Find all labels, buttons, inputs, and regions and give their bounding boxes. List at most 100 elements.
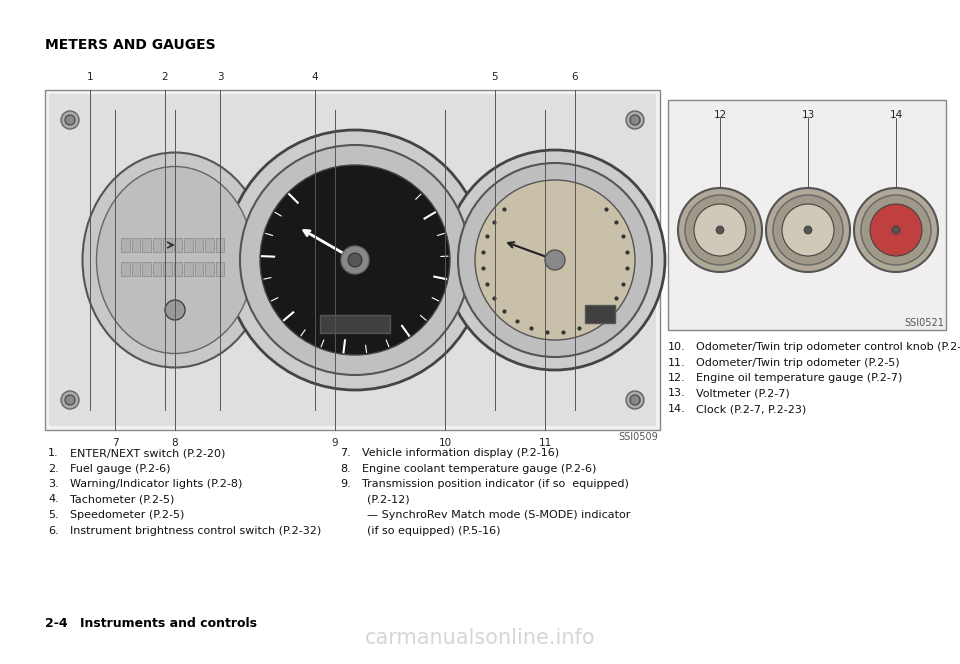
Circle shape [626,391,644,409]
Circle shape [685,195,755,265]
Text: 5: 5 [492,72,498,82]
Ellipse shape [225,130,485,390]
Bar [153,238,161,252]
Bar [163,238,172,252]
Circle shape [61,111,79,129]
Text: (if so equipped) (P.5-16): (if so equipped) (P.5-16) [367,525,500,535]
Text: carmanualsonline.info: carmanualsonline.info [365,628,595,648]
Text: 2: 2 [161,72,168,82]
Text: Engine oil temperature gauge (P.2-7): Engine oil temperature gauge (P.2-7) [696,373,902,383]
Bar [132,262,140,276]
Circle shape [630,115,640,125]
Ellipse shape [83,153,268,367]
Bar [132,238,140,252]
Text: 3: 3 [217,72,224,82]
Text: 1.: 1. [48,448,59,458]
Circle shape [626,111,644,129]
Ellipse shape [240,145,470,375]
Text: 10.: 10. [668,342,685,352]
Text: Instruments and controls: Instruments and controls [80,617,257,630]
Text: 9: 9 [332,438,338,448]
Bar [215,262,224,276]
Bar [121,238,130,252]
Text: Instrument brightness control switch (P.2-32): Instrument brightness control switch (P.… [70,525,322,535]
Text: 8.: 8. [340,463,350,473]
Text: 4.: 4. [48,495,59,505]
Bar [153,262,161,276]
Circle shape [870,204,922,256]
Text: 12.: 12. [668,373,685,383]
Circle shape [65,395,75,405]
Text: 11.: 11. [668,357,685,367]
Bar [184,262,193,276]
Bar [184,238,193,252]
Text: 13: 13 [802,110,815,120]
Circle shape [165,300,185,320]
Bar [668,100,946,330]
Circle shape [694,204,746,256]
Circle shape [782,204,834,256]
Circle shape [545,250,565,270]
Bar [174,262,182,276]
Circle shape [773,195,843,265]
Text: — SynchroRev Match mode (S-MODE) indicator: — SynchroRev Match mode (S-MODE) indicat… [367,510,631,520]
Ellipse shape [475,180,635,340]
Text: Clock (P.2-7, P.2-23): Clock (P.2-7, P.2-23) [696,404,806,414]
Ellipse shape [445,150,665,370]
Bar [142,238,151,252]
Bar [205,262,213,276]
Text: METERS AND GAUGES: METERS AND GAUGES [45,38,216,52]
Text: 14.: 14. [668,404,685,414]
Text: 6: 6 [572,72,578,82]
Bar [195,262,203,276]
Text: 2-4: 2-4 [45,617,67,630]
Bar [320,315,390,333]
Text: Voltmeter (P.2-7): Voltmeter (P.2-7) [696,388,790,398]
Circle shape [861,195,931,265]
Text: ENTER/NEXT switch (P.2-20): ENTER/NEXT switch (P.2-20) [70,448,226,458]
Text: Tachometer (P.2-5): Tachometer (P.2-5) [70,495,175,505]
Text: 8: 8 [172,438,179,448]
Circle shape [65,115,75,125]
Circle shape [61,391,79,409]
Bar [215,238,224,252]
Text: 13.: 13. [668,388,685,398]
Text: Engine coolant temperature gauge (P.2-6): Engine coolant temperature gauge (P.2-6) [362,463,596,473]
Text: 12: 12 [713,110,727,120]
Bar [45,90,660,430]
Text: 5.: 5. [48,510,59,520]
Text: Warning/Indicator lights (P.2-8): Warning/Indicator lights (P.2-8) [70,479,242,489]
Bar [195,238,203,252]
Circle shape [630,395,640,405]
Text: Odometer/Twin trip odometer (P.2-5): Odometer/Twin trip odometer (P.2-5) [696,357,900,367]
Text: Speedometer (P.2-5): Speedometer (P.2-5) [70,510,184,520]
Text: (P.2-12): (P.2-12) [367,495,410,505]
Text: SSI0509: SSI0509 [618,432,658,442]
Text: 2.: 2. [48,463,59,473]
Ellipse shape [97,167,253,353]
Text: 7.: 7. [340,448,350,458]
Text: 6.: 6. [48,525,59,535]
Text: Vehicle information display (P.2-16): Vehicle information display (P.2-16) [362,448,559,458]
Text: 4: 4 [312,72,319,82]
Bar [142,262,151,276]
Circle shape [892,226,900,234]
Bar [585,305,615,323]
Circle shape [854,188,938,272]
Text: Fuel gauge (P.2-6): Fuel gauge (P.2-6) [70,463,171,473]
Ellipse shape [458,163,652,357]
Bar [174,238,182,252]
Text: 1: 1 [86,72,93,82]
Circle shape [348,253,362,267]
Circle shape [716,226,724,234]
Bar [163,262,172,276]
Bar [49,94,656,426]
Text: SSI0521: SSI0521 [904,318,944,328]
Bar [205,238,213,252]
Ellipse shape [260,165,450,355]
Text: 14: 14 [889,110,902,120]
Circle shape [678,188,762,272]
Text: 9.: 9. [340,479,350,489]
Text: 3.: 3. [48,479,59,489]
Circle shape [804,226,812,234]
